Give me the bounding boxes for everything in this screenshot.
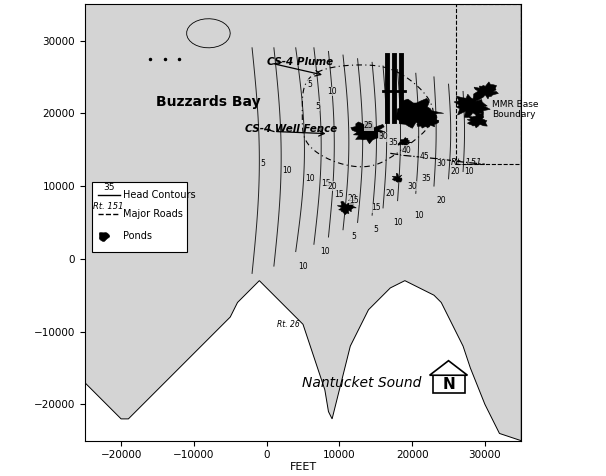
Polygon shape — [338, 201, 356, 215]
Text: Rt. 151: Rt. 151 — [451, 159, 482, 167]
Text: 10: 10 — [282, 167, 292, 176]
Bar — [456, 4, 521, 164]
Polygon shape — [392, 173, 402, 182]
Text: Buzzards Bay: Buzzards Bay — [156, 95, 261, 109]
Polygon shape — [351, 122, 385, 144]
Text: 5: 5 — [261, 159, 265, 168]
Text: N: N — [442, 377, 455, 392]
Text: 5: 5 — [373, 225, 378, 234]
Text: CS-4 Plume: CS-4 Plume — [267, 58, 333, 68]
Bar — [433, 375, 465, 394]
Polygon shape — [397, 138, 411, 147]
Text: 10: 10 — [465, 167, 474, 176]
Text: 15: 15 — [321, 179, 331, 188]
Polygon shape — [430, 361, 467, 375]
Polygon shape — [187, 19, 230, 48]
Text: 20: 20 — [385, 189, 395, 198]
Text: 10: 10 — [415, 211, 424, 219]
Polygon shape — [414, 112, 439, 128]
Text: 30: 30 — [407, 181, 417, 190]
Polygon shape — [466, 112, 487, 128]
Text: 15: 15 — [334, 189, 344, 198]
Polygon shape — [454, 94, 490, 118]
Text: Rt. 151: Rt. 151 — [93, 202, 124, 210]
Text: 25: 25 — [364, 121, 373, 130]
Text: 35: 35 — [388, 138, 398, 147]
Polygon shape — [473, 82, 498, 102]
Text: 35: 35 — [103, 183, 115, 192]
Text: 5: 5 — [351, 232, 356, 241]
Text: 20: 20 — [436, 196, 446, 205]
Text: 20: 20 — [450, 167, 460, 176]
Text: 40: 40 — [402, 146, 411, 155]
Polygon shape — [99, 233, 110, 241]
Text: 20: 20 — [348, 194, 357, 203]
X-axis label: FEET: FEET — [290, 462, 316, 472]
Text: 30: 30 — [378, 132, 388, 141]
Text: 10: 10 — [298, 262, 308, 270]
Text: 10: 10 — [305, 174, 315, 183]
Text: CS-4 Well Fence: CS-4 Well Fence — [245, 124, 337, 134]
Text: 30: 30 — [437, 159, 447, 168]
Text: Major Roads: Major Roads — [122, 208, 182, 218]
Text: 35: 35 — [422, 174, 431, 183]
Text: 10: 10 — [393, 218, 402, 227]
Text: Ponds: Ponds — [122, 231, 152, 241]
Polygon shape — [85, 4, 521, 441]
Text: 5: 5 — [308, 79, 313, 89]
Text: Nantucket Sound: Nantucket Sound — [302, 376, 421, 389]
Polygon shape — [395, 99, 444, 128]
Text: 5: 5 — [315, 101, 320, 110]
Text: Rt. 26: Rt. 26 — [277, 320, 300, 329]
Bar — [92, 182, 187, 251]
Text: 10: 10 — [320, 247, 330, 256]
Text: 15: 15 — [371, 203, 381, 212]
Text: MMR Base
Boundary: MMR Base Boundary — [492, 100, 539, 119]
Text: Head Contours: Head Contours — [122, 190, 195, 200]
Text: 20: 20 — [327, 181, 337, 190]
Text: 15: 15 — [349, 196, 359, 205]
Text: 45: 45 — [419, 152, 430, 161]
Text: 10: 10 — [327, 87, 337, 96]
